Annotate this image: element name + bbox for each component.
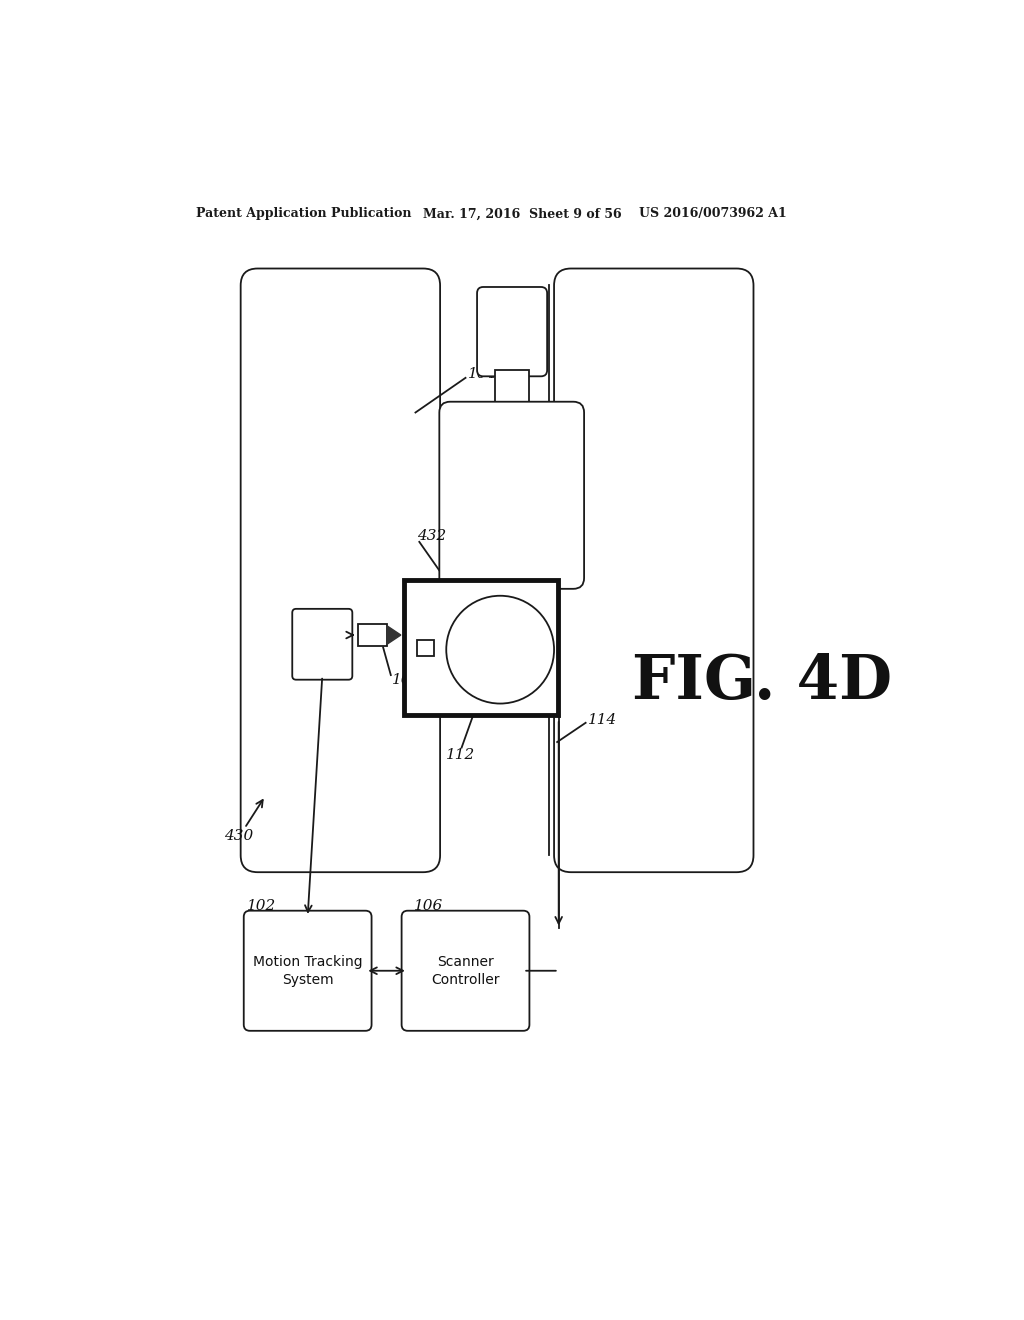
Text: 110: 110	[434, 698, 463, 711]
Text: Motion Tracking
System: Motion Tracking System	[253, 954, 362, 987]
Ellipse shape	[446, 595, 554, 704]
FancyBboxPatch shape	[292, 609, 352, 680]
Bar	[417, 640, 434, 656]
Text: 432: 432	[417, 529, 446, 543]
Text: 108: 108	[391, 673, 421, 688]
Text: Scanner
Controller: Scanner Controller	[431, 954, 500, 987]
Text: 102: 102	[247, 899, 276, 913]
Text: 106: 106	[414, 899, 443, 913]
FancyBboxPatch shape	[439, 401, 584, 589]
FancyBboxPatch shape	[244, 911, 372, 1031]
Text: Mar. 17, 2016  Sheet 9 of 56: Mar. 17, 2016 Sheet 9 of 56	[423, 207, 622, 220]
Text: Patent Application Publication: Patent Application Publication	[196, 207, 412, 220]
Text: FIG. 4D: FIG. 4D	[632, 652, 892, 711]
FancyBboxPatch shape	[401, 911, 529, 1031]
Text: 430: 430	[223, 829, 253, 843]
Bar	[495, 370, 529, 413]
FancyBboxPatch shape	[241, 268, 440, 873]
Bar	[403, 581, 558, 715]
Polygon shape	[387, 626, 400, 644]
Text: 112: 112	[445, 748, 475, 762]
FancyBboxPatch shape	[554, 268, 754, 873]
Text: 104: 104	[468, 367, 497, 381]
Text: 114: 114	[588, 714, 617, 727]
FancyBboxPatch shape	[477, 286, 547, 376]
Bar	[357, 624, 387, 645]
Text: US 2016/0073962 A1: US 2016/0073962 A1	[639, 207, 786, 220]
